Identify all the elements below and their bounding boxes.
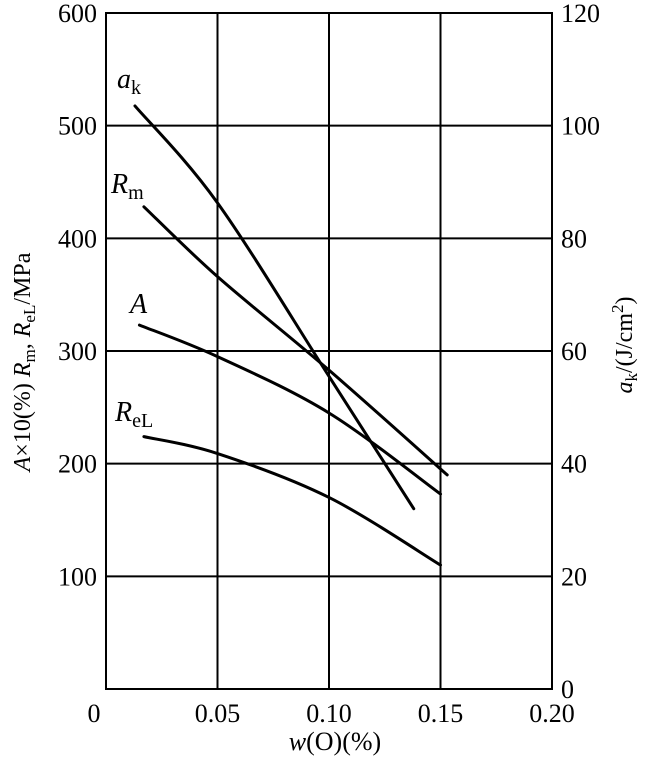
x-tick-labels: 0 0.05 0.10 0.15 0.20 <box>88 699 575 728</box>
series-label-ReL: ReL <box>114 397 153 432</box>
x-axis-label: w(O)(%) <box>289 727 381 756</box>
x-tick-label-4: 0.20 <box>529 699 575 728</box>
y-right-tick-label-4: 80 <box>561 224 587 253</box>
y-left-tick-label-3: 400 <box>58 224 97 253</box>
y-right-tick-label-1: 20 <box>561 562 587 591</box>
y-right-tick-label-6: 120 <box>561 0 600 28</box>
series-line-ak <box>133 104 416 511</box>
series-labels: ak Rm A ReL <box>110 64 153 432</box>
series-label-A: A <box>128 289 148 320</box>
y-left-tick-label-4: 500 <box>58 112 97 141</box>
grid <box>106 13 552 689</box>
y-right-tick-label-0: 0 <box>561 675 574 704</box>
y-right-tick-label-3: 60 <box>561 337 587 366</box>
y-right-tick-labels: 0 20 40 60 80 100 120 <box>561 0 600 704</box>
y-left-tick-label-1: 200 <box>58 450 97 479</box>
y-left-tick-label-2: 300 <box>58 337 97 366</box>
x-tick-label-1: 0.05 <box>195 699 241 728</box>
x-tick-label-2: 0.10 <box>306 699 352 728</box>
series-label-ak: ak <box>117 64 141 99</box>
series-line-Rm <box>142 205 449 477</box>
y-right-tick-label-5: 100 <box>561 112 600 141</box>
series-label-Rm: Rm <box>110 169 144 204</box>
y-right-tick-label-2: 40 <box>561 450 587 479</box>
y-left-tick-label-0: 100 <box>58 562 97 591</box>
y-left-tick-label-5: 600 <box>58 0 97 28</box>
series-lines <box>133 104 449 567</box>
x-tick-label-0: 0 <box>88 699 101 728</box>
plot-frame <box>105 12 553 690</box>
y-left-axis-label: A×10(%) Rm, ReL/MPa <box>10 252 39 473</box>
y-left-tick-labels: 100 200 300 400 500 600 <box>58 0 97 591</box>
series-line-ReL <box>142 435 442 567</box>
x-tick-label-3: 0.15 <box>418 699 464 728</box>
series-line-A <box>137 323 442 496</box>
y-right-axis-label: ak/(J/cm2) <box>608 297 641 394</box>
